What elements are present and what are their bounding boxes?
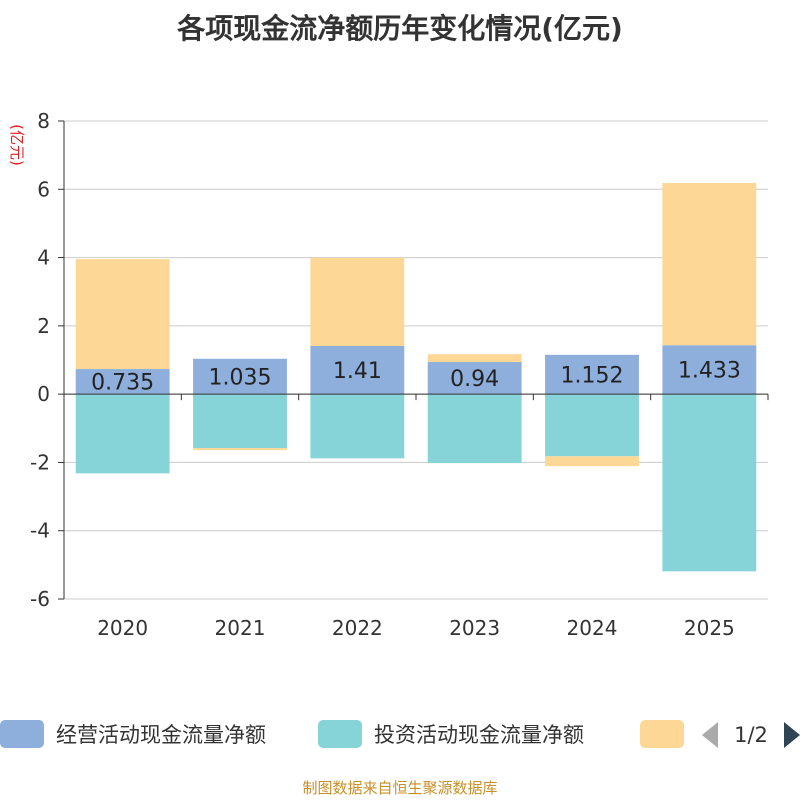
x-tick-label: 2022 [332,616,383,640]
bar-2024-series-2[interactable] [545,456,639,467]
bar-2024-series-1[interactable] [545,394,639,457]
bar-2023-series-0[interactable] [427,362,522,395]
bar-2022-series-2[interactable] [310,257,405,347]
data-label: 1.41 [333,359,382,384]
bar-2025-series-1[interactable] [662,394,757,572]
legend-swatch [0,720,44,748]
x-tick-label: 2025 [684,616,735,640]
data-label: 1.433 [678,359,741,384]
data-label: 0.735 [91,371,154,396]
y-tick-label: 2 [37,314,50,338]
y-tick-label: 8 [37,109,50,133]
bar-2022-series-1[interactable] [310,394,405,459]
legend-item-0[interactable]: 经营活动现金流量净额 [0,720,266,748]
y-tick-label: -4 [30,519,50,543]
x-tick-label: 2021 [215,616,266,640]
bar-2023-series-2[interactable] [427,354,522,363]
bar-2020-series-0[interactable] [75,369,170,395]
y-axis-label: (亿元) [8,124,26,166]
legend-swatch [318,720,362,748]
data-label: 1.152 [561,363,624,388]
y-tick-label: 6 [37,177,50,201]
legend-next-page-icon[interactable] [784,722,800,748]
legend-swatch [640,720,684,748]
x-tick-label: 2024 [567,616,618,640]
bar-2023-series-1[interactable] [427,394,522,464]
legend-label: 投资活动现金流量净额 [374,723,584,747]
bar-2021-series-0[interactable] [193,358,287,395]
x-tick-label: 2023 [449,616,500,640]
y-tick-label: 0 [37,382,50,406]
data-label: 1.035 [209,365,272,390]
bar-2020-series-2[interactable] [75,259,170,370]
legend-item-1[interactable]: 投资活动现金流量净额 [318,720,584,748]
x-tick-label: 2020 [97,616,148,640]
bar-2025-series-2[interactable] [662,183,757,346]
y-tick-label: -6 [30,587,50,611]
y-tick-label: 4 [37,246,50,270]
bar-2020-series-1[interactable] [75,394,170,474]
chart-title: 各项现金流净额历年变化情况(亿元) [176,12,623,45]
bar-2021-series-1[interactable] [193,394,287,449]
legend-label: 经营活动现金流量净额 [56,723,266,747]
y-tick-label: -2 [30,450,50,474]
legend-page-indicator: 1/2 [734,723,768,747]
source-note: 制图数据来自恒生聚源数据库 [302,779,497,797]
legend-item-2[interactable] [640,720,684,748]
bar-2021-series-2[interactable] [193,448,287,451]
bar-2024-series-0[interactable] [545,354,639,395]
bar-2022-series-0[interactable] [310,346,405,395]
bar-2025-series-0[interactable] [662,345,757,395]
data-label: 0.94 [450,367,499,392]
legend-prev-page-icon[interactable] [702,722,718,748]
